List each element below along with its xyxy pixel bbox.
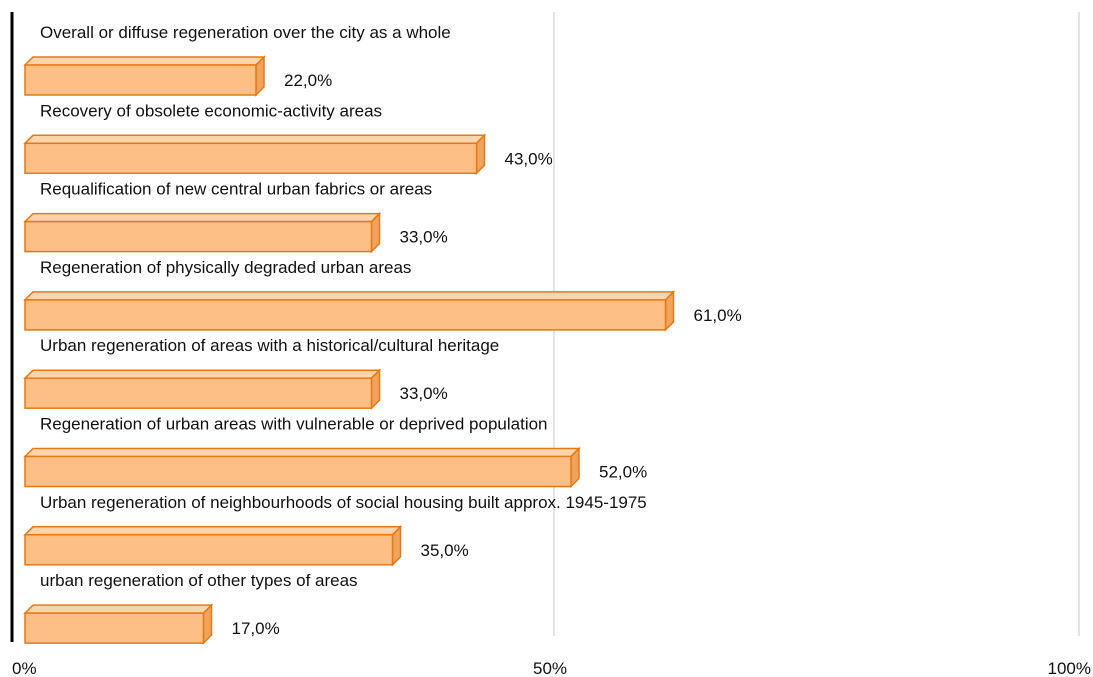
bar [24, 64, 257, 96]
bar [24, 220, 373, 253]
bar [24, 534, 394, 566]
data-label: 43,0% [505, 149, 553, 168]
bar-top-face [23, 604, 214, 614]
category-label: Regeneration of physically degraded urba… [40, 258, 411, 277]
data-label: 52,0% [599, 463, 647, 482]
data-label: 35,0% [421, 541, 469, 560]
bar-top-face [23, 56, 266, 66]
data-label: 22,0% [284, 71, 332, 90]
category-label: Regeneration of urban areas with vulnera… [40, 415, 548, 434]
category-label: Requalification of new central urban fab… [40, 180, 432, 199]
x-tick-labels: 0% 50% 100% [12, 659, 1091, 677]
x-tick-label: 0% [12, 659, 37, 677]
category-label: Urban regeneration of neighbourhoods of … [40, 493, 647, 512]
x-tick-label: 100% [1048, 659, 1091, 677]
bar-top-face [23, 369, 382, 379]
bar [24, 612, 205, 644]
bar [24, 455, 572, 488]
data-label: 17,0% [232, 619, 280, 638]
bar [24, 142, 478, 175]
bar [24, 377, 373, 409]
category-label: Recovery of obsolete economic-activity a… [40, 101, 382, 120]
bar-top-face [23, 291, 676, 301]
data-label: 61,0% [694, 306, 742, 325]
category-label: Urban regeneration of areas with a histo… [40, 336, 499, 355]
category-label: urban regeneration of other types of are… [40, 571, 358, 590]
labels-group: Overall or diffuse regeneration over the… [40, 23, 742, 638]
bar-top-face [23, 134, 487, 145]
bars-group [23, 55, 676, 645]
bar-top-face [23, 526, 403, 536]
bar-top-face [23, 447, 581, 458]
bar-top-face [23, 212, 382, 223]
x-tick-label: 50% [533, 659, 567, 677]
bar [24, 299, 667, 331]
data-label: 33,0% [400, 228, 448, 247]
data-label: 33,0% [400, 384, 448, 403]
category-label: Overall or diffuse regeneration over the… [40, 23, 451, 42]
